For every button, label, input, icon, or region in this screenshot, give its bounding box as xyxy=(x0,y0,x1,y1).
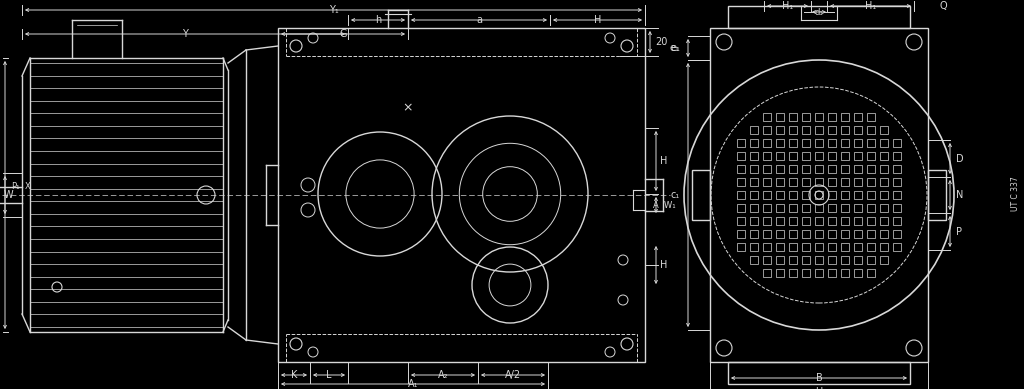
Text: a: a xyxy=(476,15,482,25)
Text: A₁: A₁ xyxy=(408,379,418,389)
Text: D: D xyxy=(956,154,964,163)
Text: P₁: P₁ xyxy=(10,182,19,191)
Text: B: B xyxy=(816,373,822,383)
Text: H₁: H₁ xyxy=(782,1,794,11)
Text: A₂: A₂ xyxy=(437,370,449,380)
Text: h: h xyxy=(375,15,381,25)
Text: e₁: e₁ xyxy=(670,43,680,53)
Text: K: K xyxy=(291,370,297,380)
Text: Y: Y xyxy=(182,29,188,39)
Text: P: P xyxy=(956,226,962,237)
Text: H₁: H₁ xyxy=(865,1,877,11)
Text: W: W xyxy=(3,190,13,200)
Text: c₁: c₁ xyxy=(671,190,680,200)
Text: U: U xyxy=(815,387,822,389)
Text: H: H xyxy=(594,15,601,25)
Text: ×: × xyxy=(402,102,414,114)
Text: A  W₁: A W₁ xyxy=(652,200,675,210)
Text: d₁: d₁ xyxy=(815,7,823,16)
Text: e₁: e₁ xyxy=(670,43,680,53)
Text: X: X xyxy=(26,182,31,191)
Text: G: G xyxy=(339,29,347,39)
Text: L: L xyxy=(327,370,332,380)
Text: A/2: A/2 xyxy=(505,370,521,380)
Text: H: H xyxy=(660,260,668,270)
Text: H: H xyxy=(660,156,668,166)
Text: Y₁: Y₁ xyxy=(329,5,338,15)
Text: UT C 337: UT C 337 xyxy=(1012,177,1021,211)
Text: 20: 20 xyxy=(655,37,668,47)
Text: N: N xyxy=(956,190,964,200)
Text: Q: Q xyxy=(940,1,947,11)
